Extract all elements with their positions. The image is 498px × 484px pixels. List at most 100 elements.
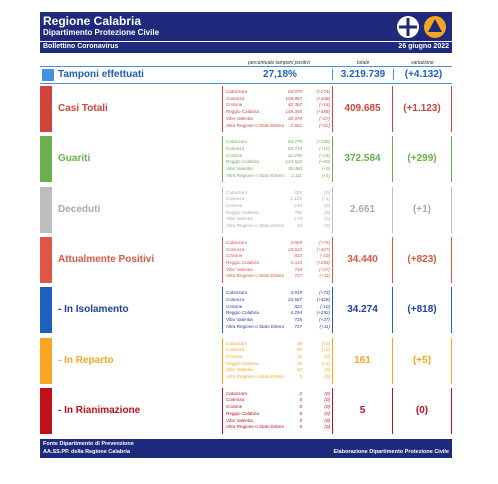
section: Casi Totali Catanzaro 63.070 (+274) Cosenza 1… — [40, 86, 452, 132]
section-bar — [40, 337, 52, 384]
province-change: (+1) — [321, 196, 330, 202]
province-value: 737 — [294, 323, 302, 329]
section-total: 409.685 — [344, 103, 381, 114]
province-value: 745 — [294, 266, 302, 272]
section: - In Isolamento Catanzaro 3.919 (+73) Cosenz… — [40, 287, 452, 334]
divider — [332, 337, 333, 384]
divider — [451, 236, 452, 283]
section-bar — [40, 86, 52, 132]
divider — [332, 287, 333, 334]
province-value: 11 — [297, 353, 302, 359]
tamponi-percent: 27,18% — [263, 69, 297, 80]
section: Attualmente Positivi Catanzaro 3.969 (+75) C… — [40, 236, 452, 283]
province: Reggio Calabria — [226, 310, 259, 316]
province-value: 41.296 — [287, 152, 302, 158]
province-change: (+274) — [316, 89, 330, 94]
divider — [451, 136, 452, 183]
divider — [222, 86, 223, 132]
province-change: (+11) — [319, 273, 330, 279]
tamponi-icon — [42, 69, 54, 81]
province-value: 48 — [296, 340, 302, 346]
province-change: (0) — [324, 209, 330, 215]
province-value: 0 — [299, 417, 302, 423]
province-value: 23.622 — [287, 246, 302, 252]
divider — [222, 387, 223, 434]
province: Reggio Calabria — [226, 410, 259, 416]
province-change: (+2) — [321, 347, 330, 353]
province-change: (+60) — [319, 159, 330, 165]
section-bar — [40, 186, 52, 233]
province-change: (0) — [324, 404, 330, 410]
province-value: 84.719 — [287, 145, 302, 151]
footer: Fonte Dipartimento di Prevenzione AA.SS.… — [40, 439, 452, 458]
province-value: 0 — [299, 410, 302, 416]
section: - In Reparto Catanzaro 48 (+2) Cosenza 55 (+2)… — [40, 337, 452, 384]
divider — [451, 387, 452, 434]
footer-source: Fonte Dipartimento di Prevenzione — [43, 441, 134, 447]
province: Crotone — [226, 404, 243, 410]
section-total: 34.440 — [347, 253, 378, 265]
section: - In Rianimazione Catanzaro 2 (0) Cosenza 0 (0… — [40, 387, 452, 434]
province-value: 325 — [294, 189, 302, 195]
province: Crotone — [226, 152, 243, 158]
province: Vibo Valentia — [226, 166, 253, 172]
date: 26 giugno 2022 — [398, 43, 449, 50]
province-value: 0 — [299, 424, 302, 430]
province-change: (0) — [324, 417, 330, 423]
divider — [392, 287, 393, 334]
province-change: (0) — [324, 367, 330, 373]
divider — [222, 186, 223, 233]
section-change: (+823) — [407, 253, 437, 265]
section-bar — [40, 136, 52, 183]
province: Crotone — [226, 353, 243, 359]
section-change: (+1.123) — [403, 103, 441, 114]
divider — [392, 236, 393, 283]
divider — [332, 387, 333, 434]
province: Catanzaro — [226, 139, 248, 145]
province-value: 36 — [296, 360, 302, 366]
province-value: 833 — [294, 253, 302, 259]
province-change: (+438) — [316, 95, 330, 101]
section: Guariti Catanzaro 60.776 (+159) Cosenza 84.71… — [40, 136, 452, 183]
col-header: variazione — [411, 60, 434, 66]
section-change: (+299) — [407, 153, 437, 165]
province-change: (+14) — [319, 102, 330, 108]
divider — [451, 86, 452, 132]
province-value: 735 — [294, 316, 302, 322]
province-change: (+159) — [316, 139, 330, 145]
province: Altra Regione o Stato Estero — [226, 172, 285, 178]
province: Vibo Valentia — [226, 367, 253, 373]
province-value: 796 — [294, 209, 302, 215]
province-change: (0) — [324, 374, 330, 379]
province: Altra Regione o Stato Estero — [226, 122, 285, 128]
section-title: Guariti — [58, 153, 91, 165]
province-value: 40.379 — [287, 115, 302, 121]
province: Crotone — [226, 253, 243, 259]
tamponi-total: 3.219.739 — [332, 69, 394, 80]
province-value: 4.294 — [290, 310, 303, 316]
province-change: (0) — [324, 202, 330, 208]
section: Deceduti Catanzaro 325 (0) Cosenza 1.129 (+1) C… — [40, 186, 452, 233]
province-change: (+2) — [321, 340, 330, 346]
divider — [451, 186, 452, 233]
province-change: (0) — [324, 424, 330, 430]
province: Reggio Calabria — [226, 360, 259, 366]
province: Cosenza — [226, 296, 245, 302]
province-value: 0 — [299, 397, 302, 403]
divider — [451, 287, 452, 334]
province-value: 1.129 — [290, 196, 303, 202]
province: Cosenza — [226, 145, 245, 151]
province: Crotone — [226, 202, 243, 208]
province-value: 39.460 — [287, 166, 302, 172]
province: Vibo Valentia — [226, 316, 253, 322]
province-value: 60.776 — [287, 139, 302, 145]
province: Reggio Calabria — [226, 109, 259, 115]
province: Altra Regione o Stato Estero — [226, 323, 285, 329]
section-total: 5 — [359, 404, 366, 416]
province-change: (+27) — [319, 266, 330, 272]
section-bar — [40, 387, 52, 434]
province-value: 3.919 — [290, 290, 303, 296]
divider — [222, 287, 223, 334]
sub-header: Bollettino Coronavirus 26 giugno 2022 — [40, 41, 452, 53]
